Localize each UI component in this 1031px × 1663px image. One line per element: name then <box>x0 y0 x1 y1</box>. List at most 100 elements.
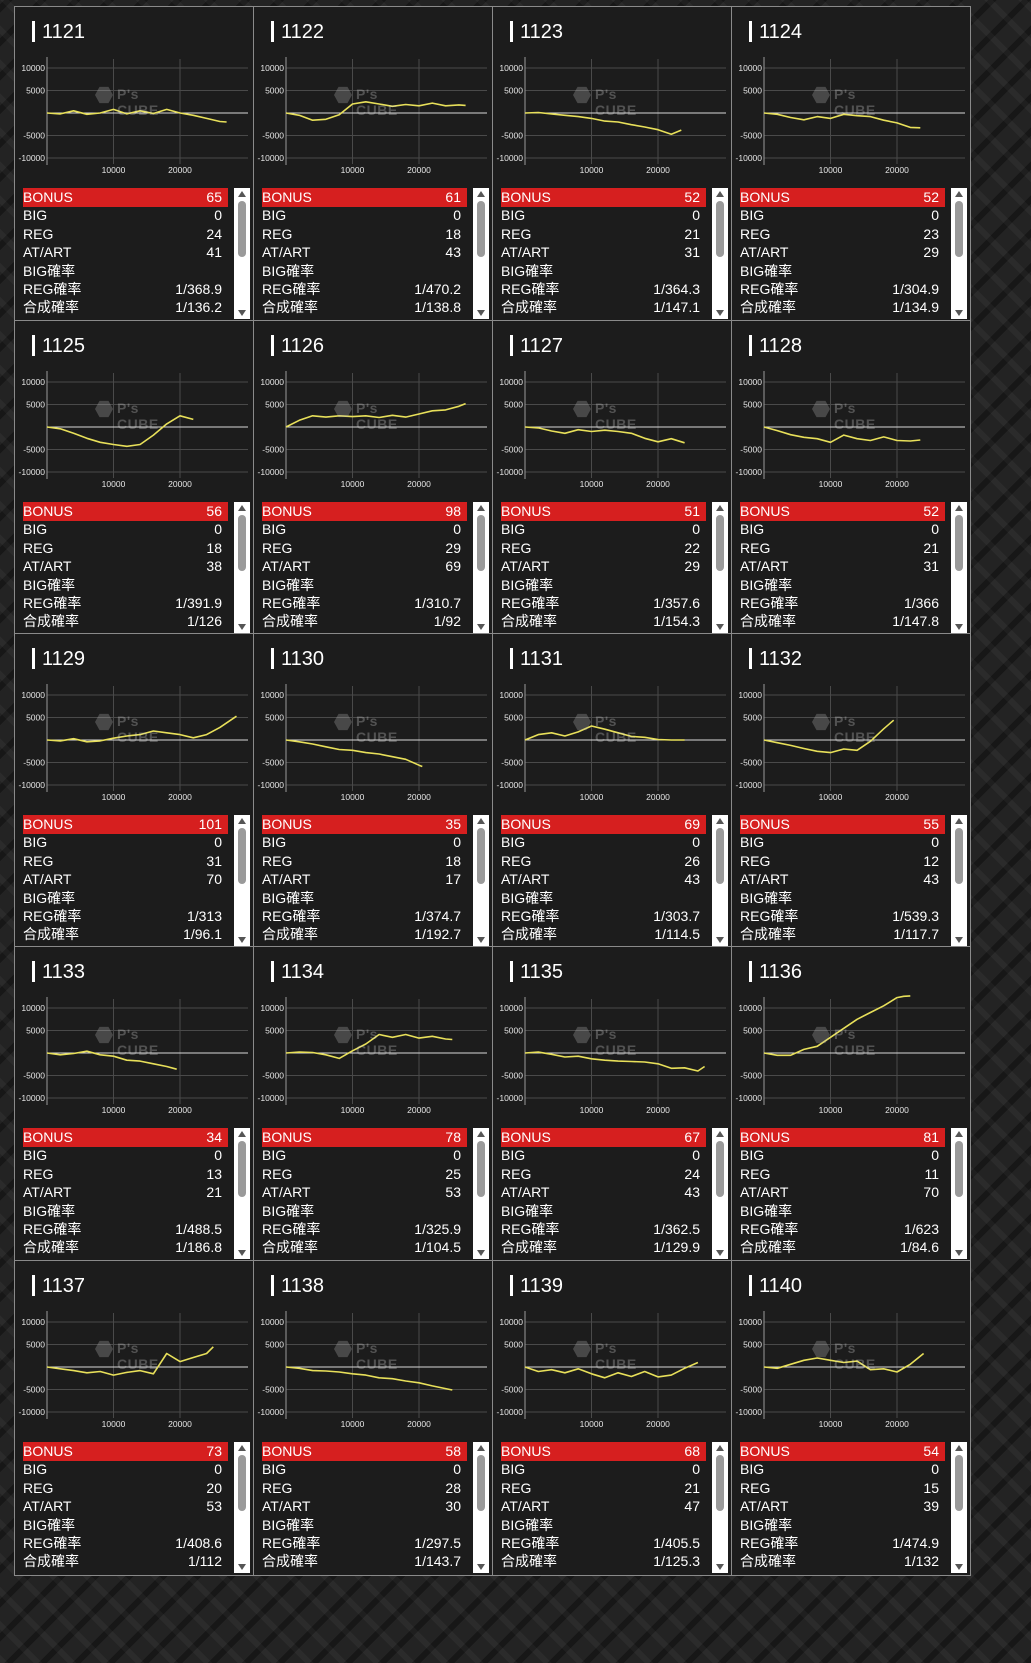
scroll-up-arrow-icon[interactable] <box>716 1131 724 1137</box>
scroll-down-arrow-icon[interactable] <box>477 310 485 316</box>
scrollbar[interactable] <box>951 188 967 319</box>
machine-panel[interactable]: 1136 10000 5000 -5000 -10000 10000 20000 P's CU… <box>731 946 971 1262</box>
machine-panel[interactable]: 1130 10000 5000 -5000 -10000 10000 20000 P's CU… <box>253 633 493 949</box>
scroll-thumb[interactable] <box>477 828 485 884</box>
scrollbar[interactable] <box>473 502 489 633</box>
scroll-thumb[interactable] <box>955 201 963 257</box>
machine-panel[interactable]: 1139 10000 5000 -5000 -10000 10000 20000 P's CU… <box>492 1260 732 1576</box>
scrollbar[interactable] <box>473 1128 489 1259</box>
scrollbar[interactable] <box>712 1442 728 1573</box>
scrollbar[interactable] <box>234 1128 250 1259</box>
machine-panel[interactable]: 1125 10000 5000 -5000 -10000 10000 20000 P's CU… <box>14 320 254 636</box>
scrollbar[interactable] <box>473 1442 489 1573</box>
scroll-thumb[interactable] <box>716 1455 724 1511</box>
scroll-up-arrow-icon[interactable] <box>716 505 724 511</box>
machine-panel[interactable]: 1133 10000 5000 -5000 -10000 10000 20000 P's CU… <box>14 946 254 1262</box>
scrollbar[interactable] <box>712 502 728 633</box>
scroll-up-arrow-icon[interactable] <box>238 505 246 511</box>
scroll-thumb[interactable] <box>716 828 724 884</box>
scroll-thumb[interactable] <box>955 828 963 884</box>
scroll-thumb[interactable] <box>955 1455 963 1511</box>
scroll-down-arrow-icon[interactable] <box>955 1250 963 1256</box>
machine-panel[interactable]: 1131 10000 5000 -5000 -10000 10000 20000 P's CU… <box>492 633 732 949</box>
machine-panel[interactable]: 1138 10000 5000 -5000 -10000 10000 20000 P's CU… <box>253 1260 493 1576</box>
scroll-up-arrow-icon[interactable] <box>716 1445 724 1451</box>
scroll-down-arrow-icon[interactable] <box>477 1250 485 1256</box>
scroll-thumb[interactable] <box>955 1141 963 1197</box>
scroll-down-arrow-icon[interactable] <box>238 624 246 630</box>
scroll-up-arrow-icon[interactable] <box>477 505 485 511</box>
scrollbar[interactable] <box>473 815 489 946</box>
machine-panel[interactable]: 1129 10000 5000 -5000 -10000 10000 20000 P's CU… <box>14 633 254 949</box>
scrollbar[interactable] <box>234 502 250 633</box>
scrollbar[interactable] <box>951 1128 967 1259</box>
scroll-up-arrow-icon[interactable] <box>477 1445 485 1451</box>
scroll-down-arrow-icon[interactable] <box>477 624 485 630</box>
scroll-thumb[interactable] <box>716 515 724 571</box>
scroll-down-arrow-icon[interactable] <box>955 937 963 943</box>
scrollbar[interactable] <box>234 1442 250 1573</box>
machine-panel[interactable]: 1140 10000 5000 -5000 -10000 10000 20000 P's CU… <box>731 1260 971 1576</box>
scroll-down-arrow-icon[interactable] <box>716 937 724 943</box>
scroll-thumb[interactable] <box>238 201 246 257</box>
scroll-up-arrow-icon[interactable] <box>955 818 963 824</box>
scroll-down-arrow-icon[interactable] <box>955 624 963 630</box>
scroll-down-arrow-icon[interactable] <box>477 1564 485 1570</box>
scroll-thumb[interactable] <box>238 1141 246 1197</box>
scroll-up-arrow-icon[interactable] <box>955 191 963 197</box>
machine-panel[interactable]: 1137 10000 5000 -5000 -10000 10000 20000 P's CU… <box>14 1260 254 1576</box>
machine-panel[interactable]: 1126 10000 5000 -5000 -10000 10000 20000 P's CU… <box>253 320 493 636</box>
scroll-up-arrow-icon[interactable] <box>955 505 963 511</box>
scroll-thumb[interactable] <box>238 828 246 884</box>
scrollbar[interactable] <box>951 815 967 946</box>
scrollbar[interactable] <box>234 188 250 319</box>
scroll-up-arrow-icon[interactable] <box>477 191 485 197</box>
scrollbar[interactable] <box>712 815 728 946</box>
scroll-down-arrow-icon[interactable] <box>238 310 246 316</box>
scroll-down-arrow-icon[interactable] <box>238 937 246 943</box>
machine-panel[interactable]: 1121 10000 5000 -5000 -10000 10000 20000 P's CU… <box>14 6 254 322</box>
scrollbar[interactable] <box>951 502 967 633</box>
machine-panel[interactable]: 1124 10000 5000 -5000 -10000 10000 20000 P's CU… <box>731 6 971 322</box>
machine-panel[interactable]: 1123 10000 5000 -5000 -10000 10000 20000 P's CU… <box>492 6 732 322</box>
scroll-thumb[interactable] <box>716 1141 724 1197</box>
scroll-thumb[interactable] <box>238 515 246 571</box>
machine-panel[interactable]: 1122 10000 5000 -5000 -10000 10000 20000 P's CU… <box>253 6 493 322</box>
machine-panel[interactable]: 1127 10000 5000 -5000 -10000 10000 20000 P's CU… <box>492 320 732 636</box>
machine-panel[interactable]: 1134 10000 5000 -5000 -10000 10000 20000 P's CU… <box>253 946 493 1262</box>
scroll-down-arrow-icon[interactable] <box>238 1250 246 1256</box>
scrollbar[interactable] <box>234 815 250 946</box>
scroll-down-arrow-icon[interactable] <box>716 310 724 316</box>
scrollbar[interactable] <box>712 1128 728 1259</box>
scroll-down-arrow-icon[interactable] <box>238 1564 246 1570</box>
scroll-up-arrow-icon[interactable] <box>716 191 724 197</box>
machine-panel[interactable]: 1135 10000 5000 -5000 -10000 10000 20000 P's CU… <box>492 946 732 1262</box>
scroll-down-arrow-icon[interactable] <box>716 624 724 630</box>
scroll-up-arrow-icon[interactable] <box>477 1131 485 1137</box>
scroll-up-arrow-icon[interactable] <box>238 818 246 824</box>
scroll-thumb[interactable] <box>477 1141 485 1197</box>
scroll-thumb[interactable] <box>477 1455 485 1511</box>
scroll-down-arrow-icon[interactable] <box>955 310 963 316</box>
scroll-thumb[interactable] <box>477 201 485 257</box>
scroll-down-arrow-icon[interactable] <box>716 1250 724 1256</box>
scroll-up-arrow-icon[interactable] <box>477 818 485 824</box>
scroll-thumb[interactable] <box>716 201 724 257</box>
scroll-thumb[interactable] <box>477 515 485 571</box>
scrollbar[interactable] <box>473 188 489 319</box>
scroll-thumb[interactable] <box>955 515 963 571</box>
scroll-up-arrow-icon[interactable] <box>716 818 724 824</box>
scroll-thumb[interactable] <box>238 1455 246 1511</box>
scroll-down-arrow-icon[interactable] <box>477 937 485 943</box>
scroll-up-arrow-icon[interactable] <box>955 1445 963 1451</box>
scrollbar[interactable] <box>712 188 728 319</box>
scroll-up-arrow-icon[interactable] <box>955 1131 963 1137</box>
scroll-up-arrow-icon[interactable] <box>238 191 246 197</box>
machine-panel[interactable]: 1128 10000 5000 -5000 -10000 10000 20000 P's CU… <box>731 320 971 636</box>
machine-panel[interactable]: 1132 10000 5000 -5000 -10000 10000 20000 P's CU… <box>731 633 971 949</box>
scroll-down-arrow-icon[interactable] <box>716 1564 724 1570</box>
scroll-up-arrow-icon[interactable] <box>238 1131 246 1137</box>
scroll-down-arrow-icon[interactable] <box>955 1564 963 1570</box>
scrollbar[interactable] <box>951 1442 967 1573</box>
scroll-up-arrow-icon[interactable] <box>238 1445 246 1451</box>
